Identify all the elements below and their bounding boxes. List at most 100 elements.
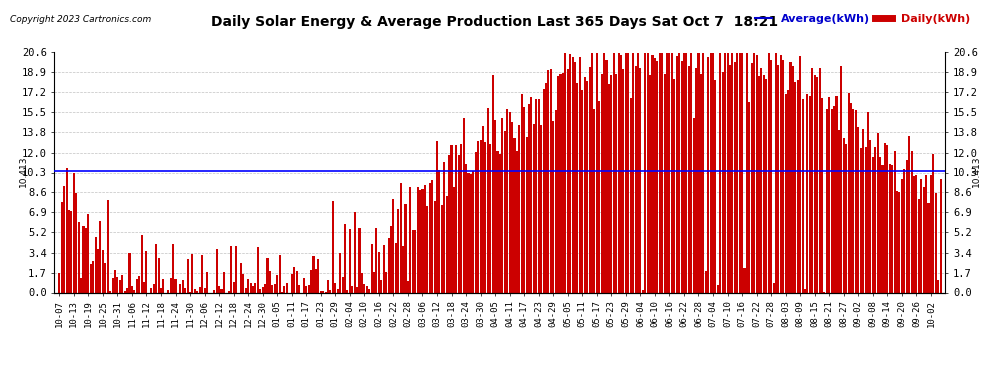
Bar [748,102,750,292]
Text: 10.413: 10.413 [20,155,29,187]
Bar [201,255,203,292]
Bar [162,279,164,292]
Bar [514,138,516,292]
Bar [134,290,136,292]
Bar [199,287,201,292]
Bar [305,286,307,292]
Bar [252,285,254,292]
Bar [429,183,431,292]
Bar [918,199,920,292]
Bar [528,104,530,292]
Bar [223,272,225,292]
Bar [630,98,632,292]
Bar [293,267,295,292]
Bar [291,274,293,292]
Bar [797,80,799,292]
Bar [152,284,154,292]
Bar [896,191,898,292]
Bar [886,145,888,292]
Bar [318,259,320,292]
Bar [857,127,859,292]
Bar [243,274,245,292]
Bar [472,171,474,292]
Bar [204,288,206,292]
Bar [511,122,513,292]
Bar [65,168,67,292]
Bar [68,210,70,292]
Bar [841,66,842,292]
Bar [576,83,578,292]
Bar [644,38,646,292]
Bar [182,280,184,292]
Bar [712,36,714,292]
Bar [114,270,116,292]
Bar [80,278,82,292]
Bar [663,74,665,292]
Bar [419,190,421,292]
Bar [688,66,690,292]
Bar [392,199,394,292]
Bar [874,147,876,292]
Bar [358,228,360,292]
Bar [206,272,208,292]
Bar [606,60,608,292]
Bar [911,152,913,292]
Bar [906,159,908,292]
Bar [462,118,464,292]
Bar [296,272,298,292]
Bar [348,229,350,292]
Bar [75,193,77,292]
Bar [99,221,102,292]
Bar [695,68,697,292]
Bar [470,174,472,292]
Bar [259,290,261,292]
Bar [196,291,198,292]
Bar [852,109,854,292]
Bar [344,224,346,292]
Bar [668,36,670,292]
Bar [876,133,879,292]
Bar [826,110,828,292]
Bar [441,206,443,292]
Bar [475,152,477,292]
Bar [859,148,861,292]
Bar [414,230,416,292]
Bar [436,141,438,292]
Bar [370,244,372,292]
Bar [526,137,528,292]
Bar [313,256,315,292]
Bar [278,255,280,292]
Bar [402,246,404,292]
Bar [356,287,358,292]
Bar [124,291,126,292]
Bar [792,66,794,292]
Bar [653,57,656,292]
Bar [494,120,496,292]
Bar [92,261,94,292]
Bar [254,283,256,292]
Bar [598,100,600,292]
Bar [690,46,692,292]
Bar [383,245,385,292]
Bar [63,186,65,292]
Bar [139,276,141,292]
Bar [541,124,543,292]
Bar [365,286,368,292]
Bar [737,51,739,292]
Bar [146,252,148,292]
Bar [489,144,491,292]
Bar [533,124,535,292]
Bar [603,38,605,292]
Bar [126,288,128,292]
Bar [710,44,712,292]
Bar [785,94,787,292]
Bar [405,204,407,292]
Bar [610,75,613,292]
Bar [444,162,446,292]
Bar [562,73,564,292]
Bar [487,108,489,292]
Bar [228,291,230,292]
Bar [729,65,731,292]
Bar [136,279,138,292]
Bar [90,264,92,292]
